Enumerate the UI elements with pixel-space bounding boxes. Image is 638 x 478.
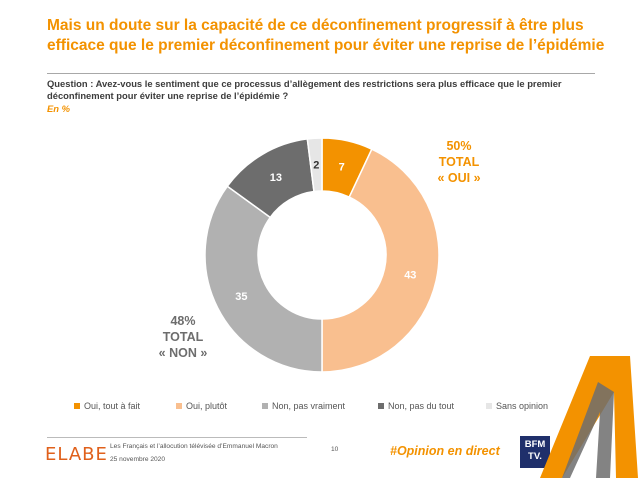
legend-label-1: Oui, plutôt xyxy=(186,401,228,411)
page-title: Mais un doute sur la capacité de ce déco… xyxy=(47,17,605,54)
hashtag: #Opinion en direct xyxy=(390,444,500,458)
donut-slice-label-3: 13 xyxy=(270,172,282,184)
legend-swatch-0 xyxy=(74,403,80,409)
legend-swatch-2 xyxy=(262,403,268,409)
total-oui-callout: 50% TOTAL « OUI » xyxy=(414,138,504,186)
total-non-sub: « NON » xyxy=(158,346,208,360)
legend-swatch-1 xyxy=(176,403,182,409)
donut-slice-label-4: 2 xyxy=(313,160,319,172)
footer-study-title: Les Français et l’allocution télévisée d… xyxy=(110,443,278,450)
total-non-callout: 48% TOTAL « NON » xyxy=(138,313,228,361)
donut-slice-1 xyxy=(321,148,440,373)
legend-label-0: Oui, tout à fait xyxy=(84,401,141,411)
legend-item-1: Oui, plutôt xyxy=(176,401,227,411)
footer-divider xyxy=(47,437,307,438)
unit-label: En % xyxy=(47,103,70,114)
bfmtv-logo-line2: TV. xyxy=(528,451,542,462)
donut-slice-label-2: 35 xyxy=(235,291,247,303)
chart-legend: Oui, tout à fait Oui, plutôt Non, pas vrai… xyxy=(74,401,574,415)
bfmtv-logo-line1: BFM xyxy=(524,439,546,450)
legend-label-2: Non, pas vraiment xyxy=(272,401,346,411)
legend-swatch-4 xyxy=(486,403,492,409)
elabe-logo-text: ELABE xyxy=(45,444,108,465)
survey-question: Question : Avez-vous le sentiment que ce… xyxy=(47,78,562,101)
legend-item-3: Non, pas du tout xyxy=(378,401,454,411)
legend-swatch-3 xyxy=(378,403,384,409)
elabe-logo: ELABE xyxy=(45,444,108,465)
legend-item-4: Sans opinion xyxy=(486,401,548,411)
total-oui-label: TOTAL xyxy=(438,155,480,169)
bfmtv-logo: BFM TV. xyxy=(520,436,550,468)
total-non-label: TOTAL xyxy=(162,330,204,344)
legend-label-3: Non, pas du tout xyxy=(388,401,455,411)
legend-item-2: Non, pas vraiment xyxy=(262,401,345,411)
title-divider xyxy=(47,73,595,74)
total-non-value: 48% xyxy=(170,314,196,328)
total-oui-sub: « OUI » xyxy=(437,171,481,185)
donut-slice-label-0: 7 xyxy=(339,162,345,174)
donut-slice-4 xyxy=(306,137,323,193)
total-oui-value: 50% xyxy=(446,139,472,153)
legend-item-0: Oui, tout à fait xyxy=(74,401,140,411)
legend-label-4: Sans opinion xyxy=(496,401,549,411)
donut-slice-2 xyxy=(204,185,323,373)
decorative-a-shape xyxy=(540,356,638,478)
donut-slice-label-1: 43 xyxy=(404,270,416,282)
page-number: 10 xyxy=(331,446,339,453)
footer-date: 25 novembre 2020 xyxy=(110,456,165,463)
